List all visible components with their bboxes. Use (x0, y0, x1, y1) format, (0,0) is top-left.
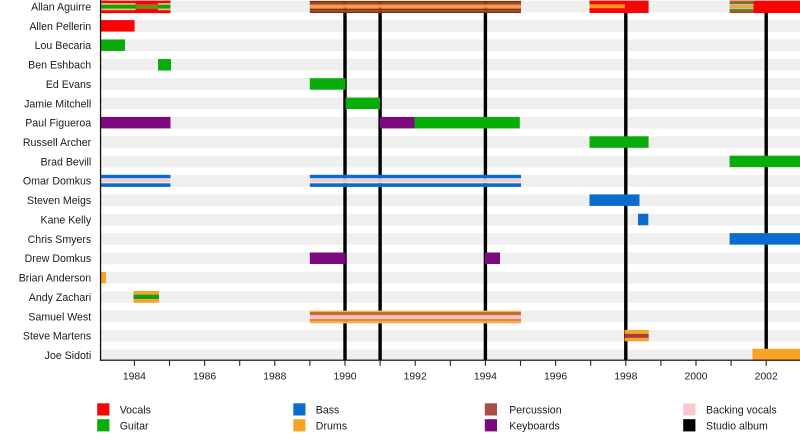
svg-text:Keyboards: Keyboards (509, 420, 560, 432)
svg-text:Chris Smyers: Chris Smyers (28, 234, 92, 246)
svg-text:Allen Pellerin: Allen Pellerin (29, 21, 91, 33)
svg-text:1998: 1998 (614, 372, 637, 383)
svg-text:Brian Anderson: Brian Anderson (19, 273, 92, 285)
svg-text:1992: 1992 (404, 372, 427, 383)
svg-text:1984: 1984 (123, 372, 146, 383)
svg-text:Drew Domkus: Drew Domkus (25, 253, 92, 265)
svg-text:Drums: Drums (316, 420, 347, 432)
svg-text:1990: 1990 (333, 372, 356, 383)
svg-text:Guitar: Guitar (120, 420, 149, 432)
svg-text:Paul Figueroa: Paul Figueroa (25, 118, 91, 130)
svg-text:Vocals: Vocals (120, 404, 151, 416)
svg-text:Samuel West: Samuel West (28, 311, 91, 323)
svg-text:1986: 1986 (193, 372, 216, 383)
svg-text:Studio album: Studio album (706, 420, 768, 432)
svg-text:Bass: Bass (316, 404, 340, 416)
svg-text:Brad Bevill: Brad Bevill (41, 156, 92, 168)
svg-text:Allan Aguirre: Allan Aguirre (31, 1, 91, 13)
svg-text:Steven Meigs: Steven Meigs (27, 195, 91, 207)
svg-text:1988: 1988 (263, 372, 286, 383)
svg-text:2002: 2002 (755, 372, 778, 383)
svg-text:2000: 2000 (684, 372, 707, 383)
svg-text:Joe Sidoti: Joe Sidoti (45, 350, 92, 362)
svg-text:Jamie Mitchell: Jamie Mitchell (24, 98, 91, 110)
svg-text:Russell Archer: Russell Archer (23, 137, 92, 149)
svg-text:1994: 1994 (474, 372, 497, 383)
svg-text:Ben Eshbach: Ben Eshbach (28, 60, 91, 72)
svg-text:Ed Evans: Ed Evans (46, 79, 91, 91)
svg-text:Percussion: Percussion (509, 404, 562, 416)
svg-text:Omar Domkus: Omar Domkus (23, 176, 91, 188)
svg-text:Kane Kelly: Kane Kelly (41, 214, 92, 226)
svg-text:Lou Becaria: Lou Becaria (35, 40, 92, 52)
svg-text:1996: 1996 (544, 372, 567, 383)
svg-text:Backing vocals: Backing vocals (706, 404, 777, 416)
svg-text:Steve Martens: Steve Martens (23, 331, 91, 343)
svg-text:Andy Zachari: Andy Zachari (29, 292, 91, 304)
